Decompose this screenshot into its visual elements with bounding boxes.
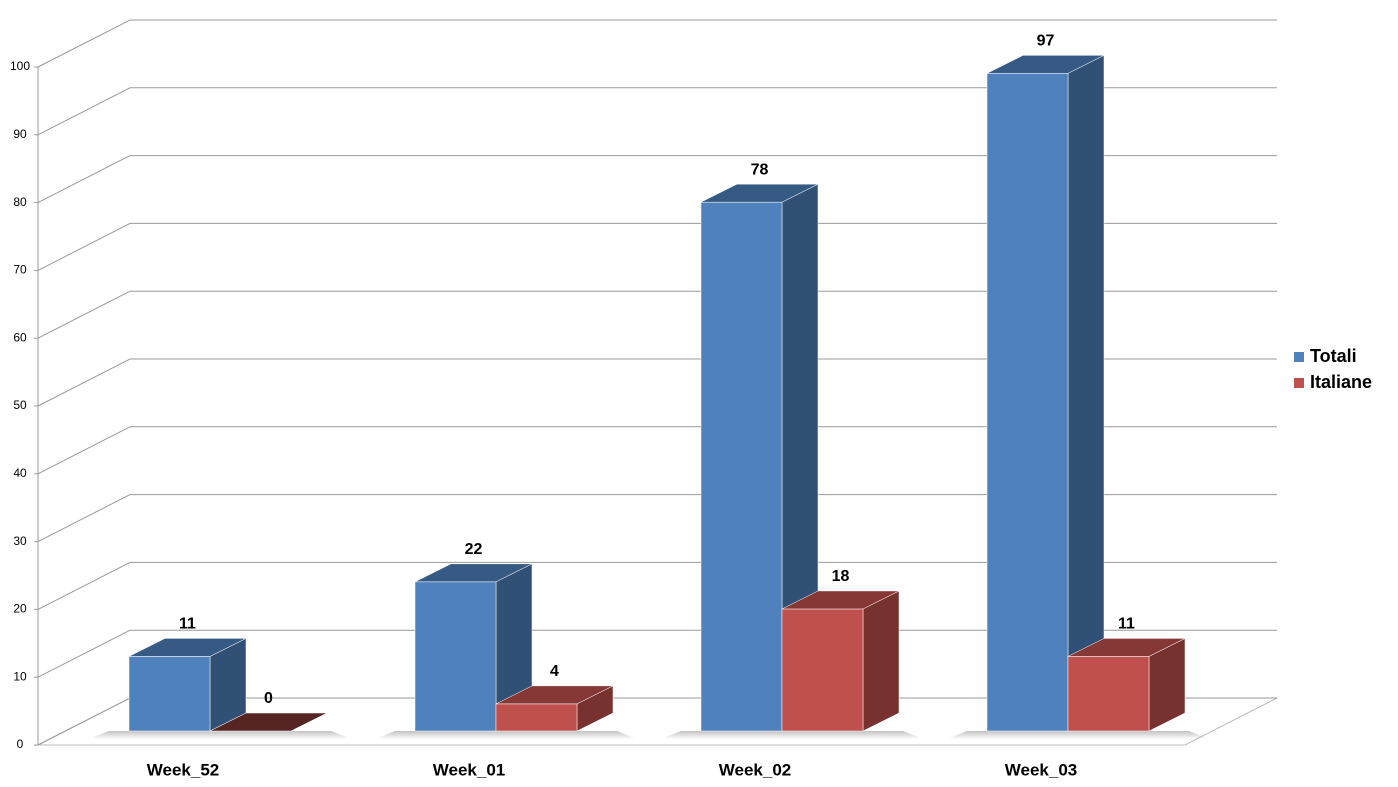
data-label: 97 xyxy=(1037,33,1055,50)
bar xyxy=(986,73,1069,732)
data-label: 22 xyxy=(465,541,483,558)
x-tick-label: Week_01 xyxy=(433,760,505,779)
x-tick-label: Week_02 xyxy=(719,760,791,779)
bar-side xyxy=(862,590,900,732)
bar-shadow xyxy=(375,731,637,739)
y-tick-label: 50 xyxy=(13,398,27,412)
data-label: 11 xyxy=(1118,616,1135,633)
grid-line xyxy=(37,358,1277,407)
bar-shadow xyxy=(661,731,923,739)
bar xyxy=(128,656,211,732)
bar-shadow xyxy=(89,731,351,739)
x-tick-label: Week_52 xyxy=(147,760,219,779)
bar-top xyxy=(1067,638,1186,657)
data-label: 0 xyxy=(264,690,273,707)
grid-line xyxy=(37,155,1277,204)
bar-top xyxy=(495,685,614,705)
plot: 0102030405060708090100110Week_52224Week_… xyxy=(10,19,1372,779)
bar-top xyxy=(986,55,1105,74)
y-tick-label: 40 xyxy=(13,466,27,480)
grid-line xyxy=(37,290,1277,339)
bar-shadow xyxy=(947,731,1209,739)
data-label: 11 xyxy=(179,616,196,633)
grid-line xyxy=(37,222,1277,271)
grid-line xyxy=(37,87,1277,136)
bar xyxy=(414,581,497,732)
bar xyxy=(495,703,578,732)
y-tick-label: 100 xyxy=(10,59,30,73)
y-tick-label: 90 xyxy=(13,127,27,141)
y-tick-label: 80 xyxy=(13,195,27,209)
bar xyxy=(781,608,864,732)
data-label: 18 xyxy=(832,568,850,585)
grid-line xyxy=(37,19,1277,68)
bar-side xyxy=(1067,54,1105,732)
y-tick-label: 10 xyxy=(13,669,27,683)
bar-top xyxy=(209,712,328,732)
y-tick-label: 60 xyxy=(13,330,27,344)
bar-top xyxy=(700,183,819,203)
data-label: 78 xyxy=(751,161,769,178)
bar xyxy=(700,201,783,732)
y-tick-label: 70 xyxy=(13,263,27,277)
y-tick-label: 0 xyxy=(17,737,24,751)
legend-label: Totali xyxy=(1310,346,1357,366)
x-tick-label: Week_03 xyxy=(1005,760,1077,779)
bar-top xyxy=(414,563,533,583)
grid-line xyxy=(37,494,1277,543)
bar-top xyxy=(781,590,900,610)
bar-top xyxy=(128,638,247,657)
legend-swatch xyxy=(1294,352,1304,362)
y-tick-label: 20 xyxy=(13,602,27,616)
legend-swatch xyxy=(1294,378,1304,388)
bar xyxy=(1067,656,1150,732)
grid-line xyxy=(37,561,1277,610)
data-label: 4 xyxy=(550,663,559,680)
y-tick-label: 30 xyxy=(13,534,27,548)
grid-line xyxy=(37,426,1277,475)
legend-label: Italiane xyxy=(1310,372,1372,392)
